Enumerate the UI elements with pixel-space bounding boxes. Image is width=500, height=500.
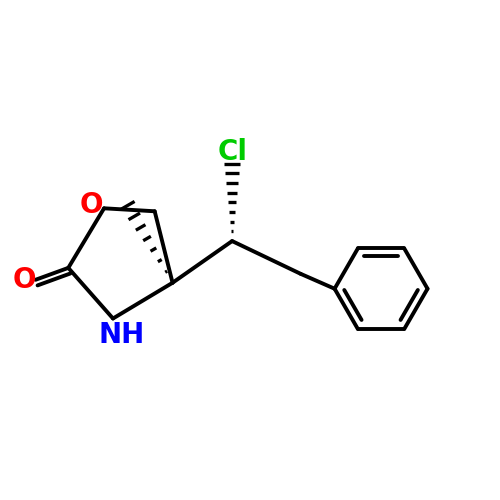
Text: O: O [79,192,102,220]
Text: Cl: Cl [217,138,247,166]
Text: O: O [13,266,36,294]
Text: NH: NH [99,321,145,349]
